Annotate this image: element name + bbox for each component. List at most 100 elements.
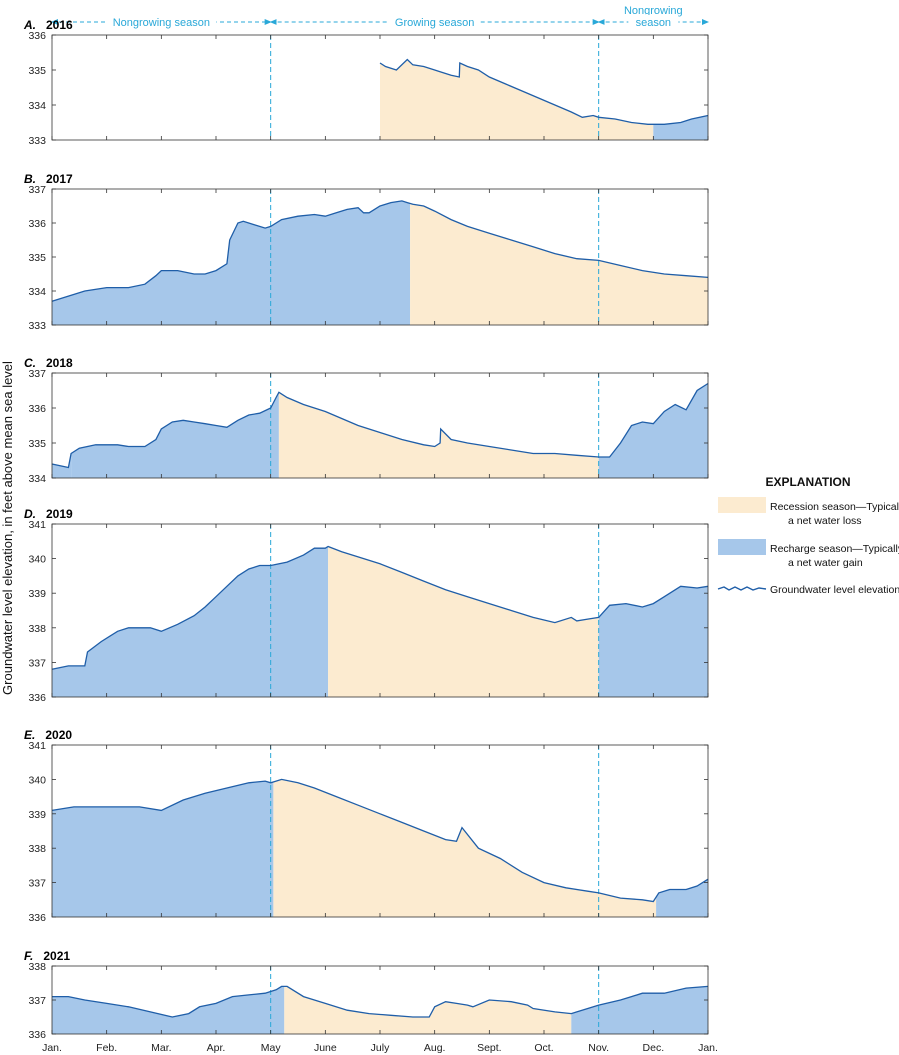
season-label-background bbox=[106, 15, 217, 29]
recession-area-2020-1 bbox=[273, 779, 657, 917]
panel-label-2020: E. 2020 bbox=[24, 728, 72, 742]
y-tick-label: 333 bbox=[28, 135, 46, 147]
recharge-area-2019-2 bbox=[598, 586, 708, 697]
y-tick-label: 338 bbox=[28, 843, 46, 855]
y-tick-label: 336 bbox=[28, 692, 46, 704]
panel-label-2021: F. 2021 bbox=[24, 949, 70, 963]
legend-recession-line1: Recession season—Typically bbox=[770, 501, 899, 513]
y-tick-label: 338 bbox=[28, 623, 46, 635]
y-tick-label: 334 bbox=[28, 286, 46, 298]
panel-year: 2019 bbox=[46, 507, 73, 521]
x-tick-label: Mar. bbox=[151, 1042, 171, 1054]
x-tick-label: Dec. bbox=[643, 1042, 665, 1054]
recharge-area-2021-0 bbox=[52, 986, 285, 1034]
legend-title: EXPLANATION bbox=[765, 475, 850, 489]
groundwater-line-2016 bbox=[379, 58, 709, 125]
y-tick-label: 336 bbox=[28, 403, 46, 415]
y-tick-label: 336 bbox=[28, 218, 46, 230]
panel-letter: C. bbox=[24, 356, 36, 370]
x-tick-label: Aug. bbox=[424, 1042, 446, 1054]
panel-letter: A. bbox=[23, 18, 36, 32]
recession-area-2019-1 bbox=[328, 546, 599, 697]
legend-line-swatch bbox=[717, 586, 767, 591]
season-label-nongrowing-left: Nongrowing season bbox=[113, 17, 210, 29]
y-tick-label: 333 bbox=[28, 320, 46, 332]
x-tick-label: July bbox=[371, 1042, 390, 1054]
y-tick-label: 337 bbox=[28, 878, 46, 890]
legend-recharge-swatch bbox=[718, 539, 766, 555]
y-tick-label: 337 bbox=[28, 368, 46, 380]
season-label-background bbox=[628, 15, 679, 29]
y-axis-label: Groundwater level elevation, in feet abo… bbox=[0, 361, 15, 695]
groundwater-line-2019 bbox=[51, 545, 709, 670]
x-tick-label: Nov. bbox=[588, 1042, 609, 1054]
y-tick-label: 337 bbox=[28, 995, 46, 1007]
recession-area-2018-2 bbox=[278, 392, 599, 478]
groundwater-line-2017 bbox=[51, 200, 709, 302]
y-tick-label: 340 bbox=[28, 774, 46, 786]
panel-year: 2018 bbox=[46, 356, 73, 370]
y-tick-label: 341 bbox=[28, 740, 46, 752]
season-label-background bbox=[388, 15, 481, 29]
x-tick-label: June bbox=[314, 1042, 337, 1054]
x-tick-label: Feb. bbox=[96, 1042, 117, 1054]
recession-area-2017-1 bbox=[410, 203, 708, 325]
season-label-growing: Growing season bbox=[395, 17, 475, 29]
legend-recession-swatch bbox=[718, 497, 766, 513]
panel-year: 2021 bbox=[43, 949, 70, 963]
season-label-nongrowing-right-2: season bbox=[636, 17, 671, 29]
recharge-area-2018-1 bbox=[71, 392, 279, 478]
y-tick-label: 340 bbox=[28, 554, 46, 566]
y-tick-label: 338 bbox=[28, 961, 46, 973]
recharge-area-2018-3 bbox=[598, 383, 708, 478]
y-tick-label: 339 bbox=[28, 809, 46, 821]
panel-letter: D. bbox=[24, 507, 36, 521]
season-bar: Nongrowing season Growing season Nongrow… bbox=[51, 5, 709, 29]
panel-label-2016: A. 2016 bbox=[23, 18, 73, 32]
recharge-area-2019-0 bbox=[52, 546, 329, 697]
y-tick-label: 335 bbox=[28, 438, 46, 450]
y-tick-label: 339 bbox=[28, 588, 46, 600]
legend-recharge-line2: a net water gain bbox=[788, 557, 863, 569]
legend-line-label: Groundwater level elevation bbox=[770, 584, 899, 596]
panel-year: 2020 bbox=[45, 728, 72, 742]
y-tick-label: 336 bbox=[28, 30, 46, 42]
y-tick-label: 334 bbox=[28, 473, 46, 485]
panel-label-2017: B. 2017 bbox=[24, 172, 73, 186]
groundwater-line-2018 bbox=[51, 382, 709, 469]
y-tick-label: 337 bbox=[28, 184, 46, 196]
legend-recharge-line1: Recharge season—Typically bbox=[770, 543, 899, 555]
x-tick-label: Oct. bbox=[534, 1042, 553, 1054]
y-tick-label: 336 bbox=[28, 1029, 46, 1041]
legend-recession-line2: a net water loss bbox=[788, 515, 862, 527]
panel-label-2019: D. 2019 bbox=[24, 507, 73, 521]
y-tick-label: 334 bbox=[28, 100, 46, 112]
panel-label-2018: C. 2018 bbox=[24, 356, 73, 370]
panel-year: 2017 bbox=[46, 172, 73, 186]
recharge-area-2020-2 bbox=[656, 879, 708, 917]
season-label-nongrowing-right-1: Nongrowing bbox=[624, 5, 683, 17]
x-axis-labels: Jan. Feb. Mar. Apr. May June July Aug. Sept. Oct.… bbox=[42, 1042, 718, 1054]
x-tick-label: May bbox=[261, 1042, 282, 1054]
panel-year: 2016 bbox=[46, 18, 73, 32]
panel-letter: E. bbox=[24, 728, 35, 742]
recharge-area-2016-1 bbox=[653, 115, 708, 140]
groundwater-line-2021 bbox=[52, 985, 709, 1018]
x-tick-label: Jan. bbox=[698, 1042, 718, 1054]
recharge-area-2020-0 bbox=[52, 781, 274, 917]
x-tick-label: Jan. bbox=[42, 1042, 62, 1054]
x-tick-label: Sept. bbox=[477, 1042, 502, 1054]
y-tick-label: 341 bbox=[28, 519, 46, 531]
y-tick-label: 335 bbox=[28, 65, 46, 77]
y-tick-label: 335 bbox=[28, 252, 46, 264]
y-tick-label: 336 bbox=[28, 912, 46, 924]
recharge-area-2018-0 bbox=[52, 453, 72, 478]
